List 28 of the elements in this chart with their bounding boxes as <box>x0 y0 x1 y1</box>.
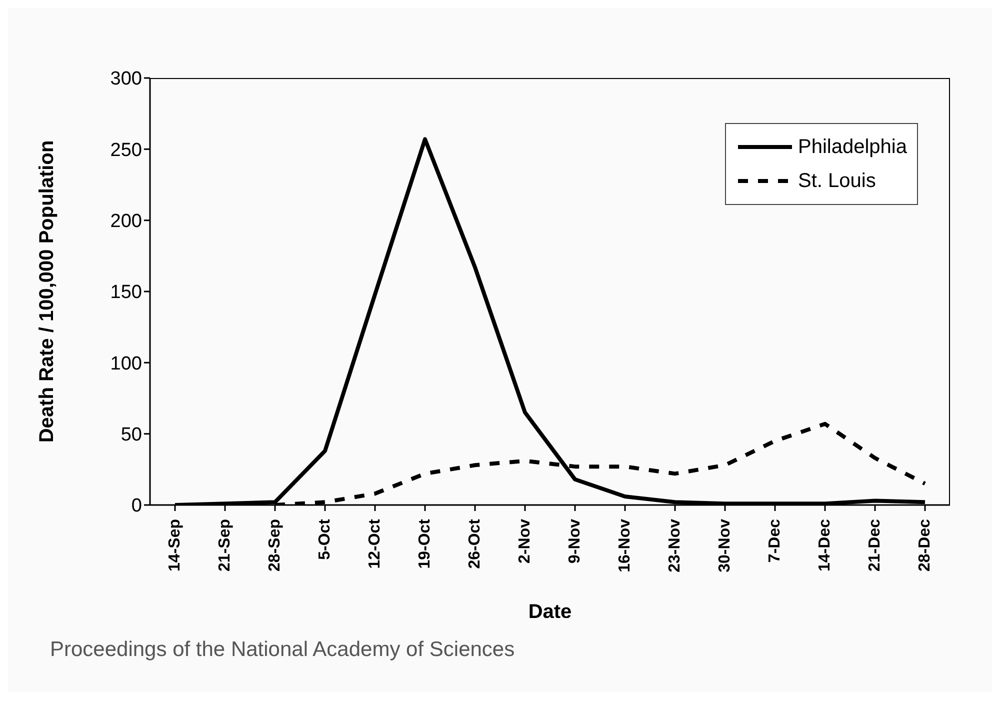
y-tick-label: 200 <box>110 211 142 232</box>
x-tick-label: 21-Dec <box>866 518 884 572</box>
text: Proceedings of the National Academy of Sciences <box>50 638 515 661</box>
x-tick-label: 7-Dec <box>766 518 784 563</box>
x-tick-label: 30-Nov <box>716 518 734 572</box>
y-tick-label: 100 <box>110 353 142 374</box>
legend-label: Philadelphia <box>798 135 907 160</box>
y-tick-label: 250 <box>110 140 142 161</box>
x-tick-label: 28-Dec <box>916 518 934 572</box>
x-tick-label: 23-Nov <box>666 518 684 572</box>
x-tick-label: 2-Nov <box>516 518 534 564</box>
y-tick-label: 150 <box>110 282 142 304</box>
y-tick-label: 50 <box>120 424 142 446</box>
x-tick-label: 28-Sep <box>266 518 284 572</box>
x-tick-label: 26-Oct <box>466 518 484 569</box>
y-axis-title: Death Rate / 100,000 Population <box>36 140 58 443</box>
y-tick-label: 300 <box>110 68 142 90</box>
x-tick-label: 21-Sep <box>216 518 234 572</box>
x-tick-label: 16-Nov <box>616 518 634 572</box>
y-tick-label: 0 <box>131 496 142 517</box>
x-tick-label: 19-Oct <box>416 518 434 569</box>
x-tick-label: 14-Dec <box>816 518 834 572</box>
x-axis-title: Date <box>528 601 572 623</box>
x-tick-label: 9-Nov <box>566 518 584 564</box>
x-tick-label: 5-Oct <box>316 518 334 560</box>
x-tick-label: 12-Oct <box>366 518 384 569</box>
x-tick-label: 14-Sep <box>166 518 184 572</box>
legend-label: St. Louis <box>798 169 876 194</box>
